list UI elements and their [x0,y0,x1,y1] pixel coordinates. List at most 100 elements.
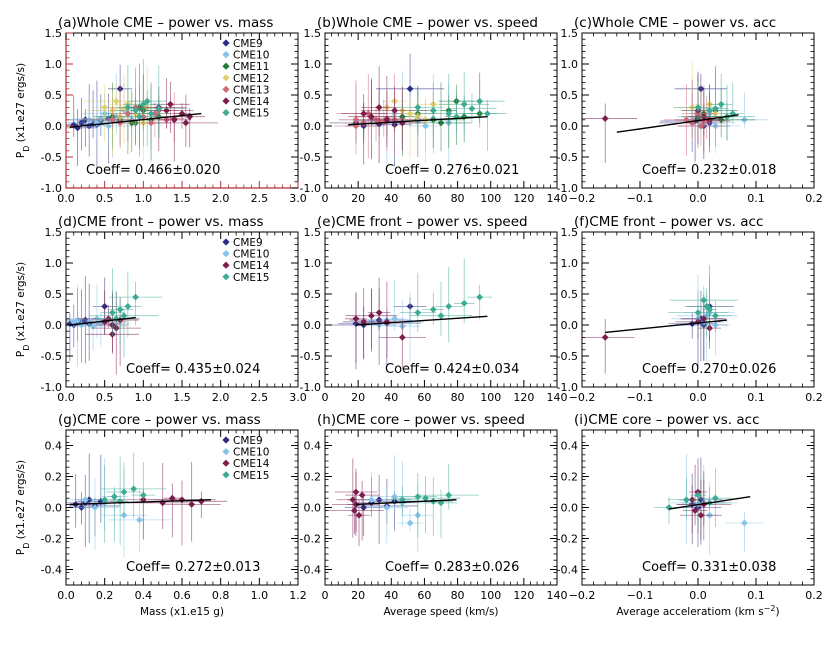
legend-marker [222,39,230,47]
data-point [167,100,174,108]
fit-line [348,116,488,126]
y-tick-label: 0.0 [561,120,579,133]
x-tick-label: 100 [480,192,501,205]
panel-title: (h)CME core – power vs. speed [317,412,525,428]
y-axis-label-main: P [15,549,27,555]
x-tick-label: 1.5 [173,391,191,404]
data-point [391,493,398,501]
x-axis-label-acc-post: ) [775,606,779,618]
series-cme15 [399,258,492,343]
coeff-annotation: Coeff= 0.435±0.024 [126,362,260,377]
data-point [132,293,139,301]
data-point [445,110,453,117]
y-tick-label: 0.2 [304,471,322,484]
x-tick-label: 1.2 [289,589,307,602]
x-tick-label: 140 [547,589,568,602]
data-point [422,494,429,502]
panel-f: (f)CME front – power vs. acc −0.2 −0.1 0.0 0… [557,214,823,404]
data-point [697,122,705,130]
y-tick-label: 0.4 [45,440,63,453]
series-cme10 [66,458,171,558]
legend-marker [222,273,230,281]
y-tick-label: -0.5 [557,350,578,363]
y-tick-label: 1.0 [45,58,63,71]
y-tick-label: -0.5 [300,350,321,363]
y-tick-label: 0.0 [45,319,63,332]
x-tick-label: −0.1 [627,391,654,404]
x-axis-label-mass: Mass (x1.e15 g) [140,606,224,618]
series-cme15 [667,265,738,338]
y-axis-label-sub: D [22,146,31,152]
data-point [368,312,375,320]
x-tick-label: 40 [384,192,398,205]
x-tick-label: 0.1 [747,192,765,205]
y-tick-label: 1.0 [304,257,322,270]
x-tick-label: 0.5 [96,391,114,404]
x-tick-label: 80 [451,589,465,602]
legend-marker [222,436,230,444]
coeff-annotation: Coeff= 0.232±0.018 [642,163,776,178]
plot-area [66,452,228,558]
coeff-annotation: Coeff= 0.276±0.021 [385,163,519,178]
y-tick-label: -1.0 [557,182,578,195]
x-tick-label: 0.2 [805,589,823,602]
y-tick-label: 0.2 [561,471,579,484]
data-point [368,113,375,121]
data-point [130,485,138,493]
data-point [665,504,673,511]
data-point [445,303,453,310]
legend-marker [222,250,230,258]
y-axis-label: PD (x1.e27 ergs/s) [15,460,31,555]
panel-title: (d)CME front – power vs. mass [58,214,264,230]
legend-marker [222,238,230,246]
y-tick-label: 0.5 [45,288,63,301]
y-axis-label-rest: (x1.e27 ergs/s) [15,262,27,345]
x-tick-label: 2.0 [212,391,230,404]
data-point [398,334,406,341]
y-tick-label: 0.5 [561,89,579,102]
data-point [712,312,719,320]
legend-label: CME9 [233,435,263,447]
coeff-annotation: Coeff= 0.466±0.020 [86,163,220,178]
series-cme13 [334,73,427,164]
series-cme14 [340,66,429,151]
legend-label: CME10 [233,249,269,261]
data-point [429,306,437,313]
fit-line [69,316,136,326]
x-tick-label: 0.2 [805,192,823,205]
x-tick-label: 100 [480,589,501,602]
y-tick-label: 0.0 [304,319,322,332]
x-tick-label: 0.0 [57,391,75,404]
x-tick-label: 120 [513,589,534,602]
data-point [147,110,155,117]
y-tick-label: -1.0 [41,381,62,394]
panel-title: (g)CME core – power vs. mass [58,412,261,428]
y-tick-label: -0.2 [41,533,62,546]
x-tick-label: 60 [417,192,431,205]
data-point [159,499,167,507]
data-point [368,496,375,504]
legend-marker [222,85,230,93]
data-point [437,312,445,320]
plot-area [582,62,769,164]
y-axis-label-sub: D [22,543,31,549]
panel-b: (b)Whole CME – power vs. speed 0 20 40 60 80 1… [300,15,568,205]
data-point [105,122,112,130]
y-tick-label: 0.5 [304,89,322,102]
y-tick-label: 1.5 [561,27,579,40]
x-tick-label: 0.6 [173,589,191,602]
series-cme15 [673,69,755,146]
legend-marker [222,471,230,479]
series-cme14 [582,71,725,164]
fit-line [69,499,212,506]
data-point [112,97,120,105]
x-tick-label: 100 [480,391,501,404]
y-axis-label: PD (x1.e27 ergs/s) [15,262,31,357]
data-point [697,511,705,519]
plot-area [329,53,508,167]
coeff-annotation: Coeff= 0.331±0.038 [642,560,776,575]
data-point [375,309,383,316]
data-point [81,496,89,504]
series-cme15 [89,268,163,358]
